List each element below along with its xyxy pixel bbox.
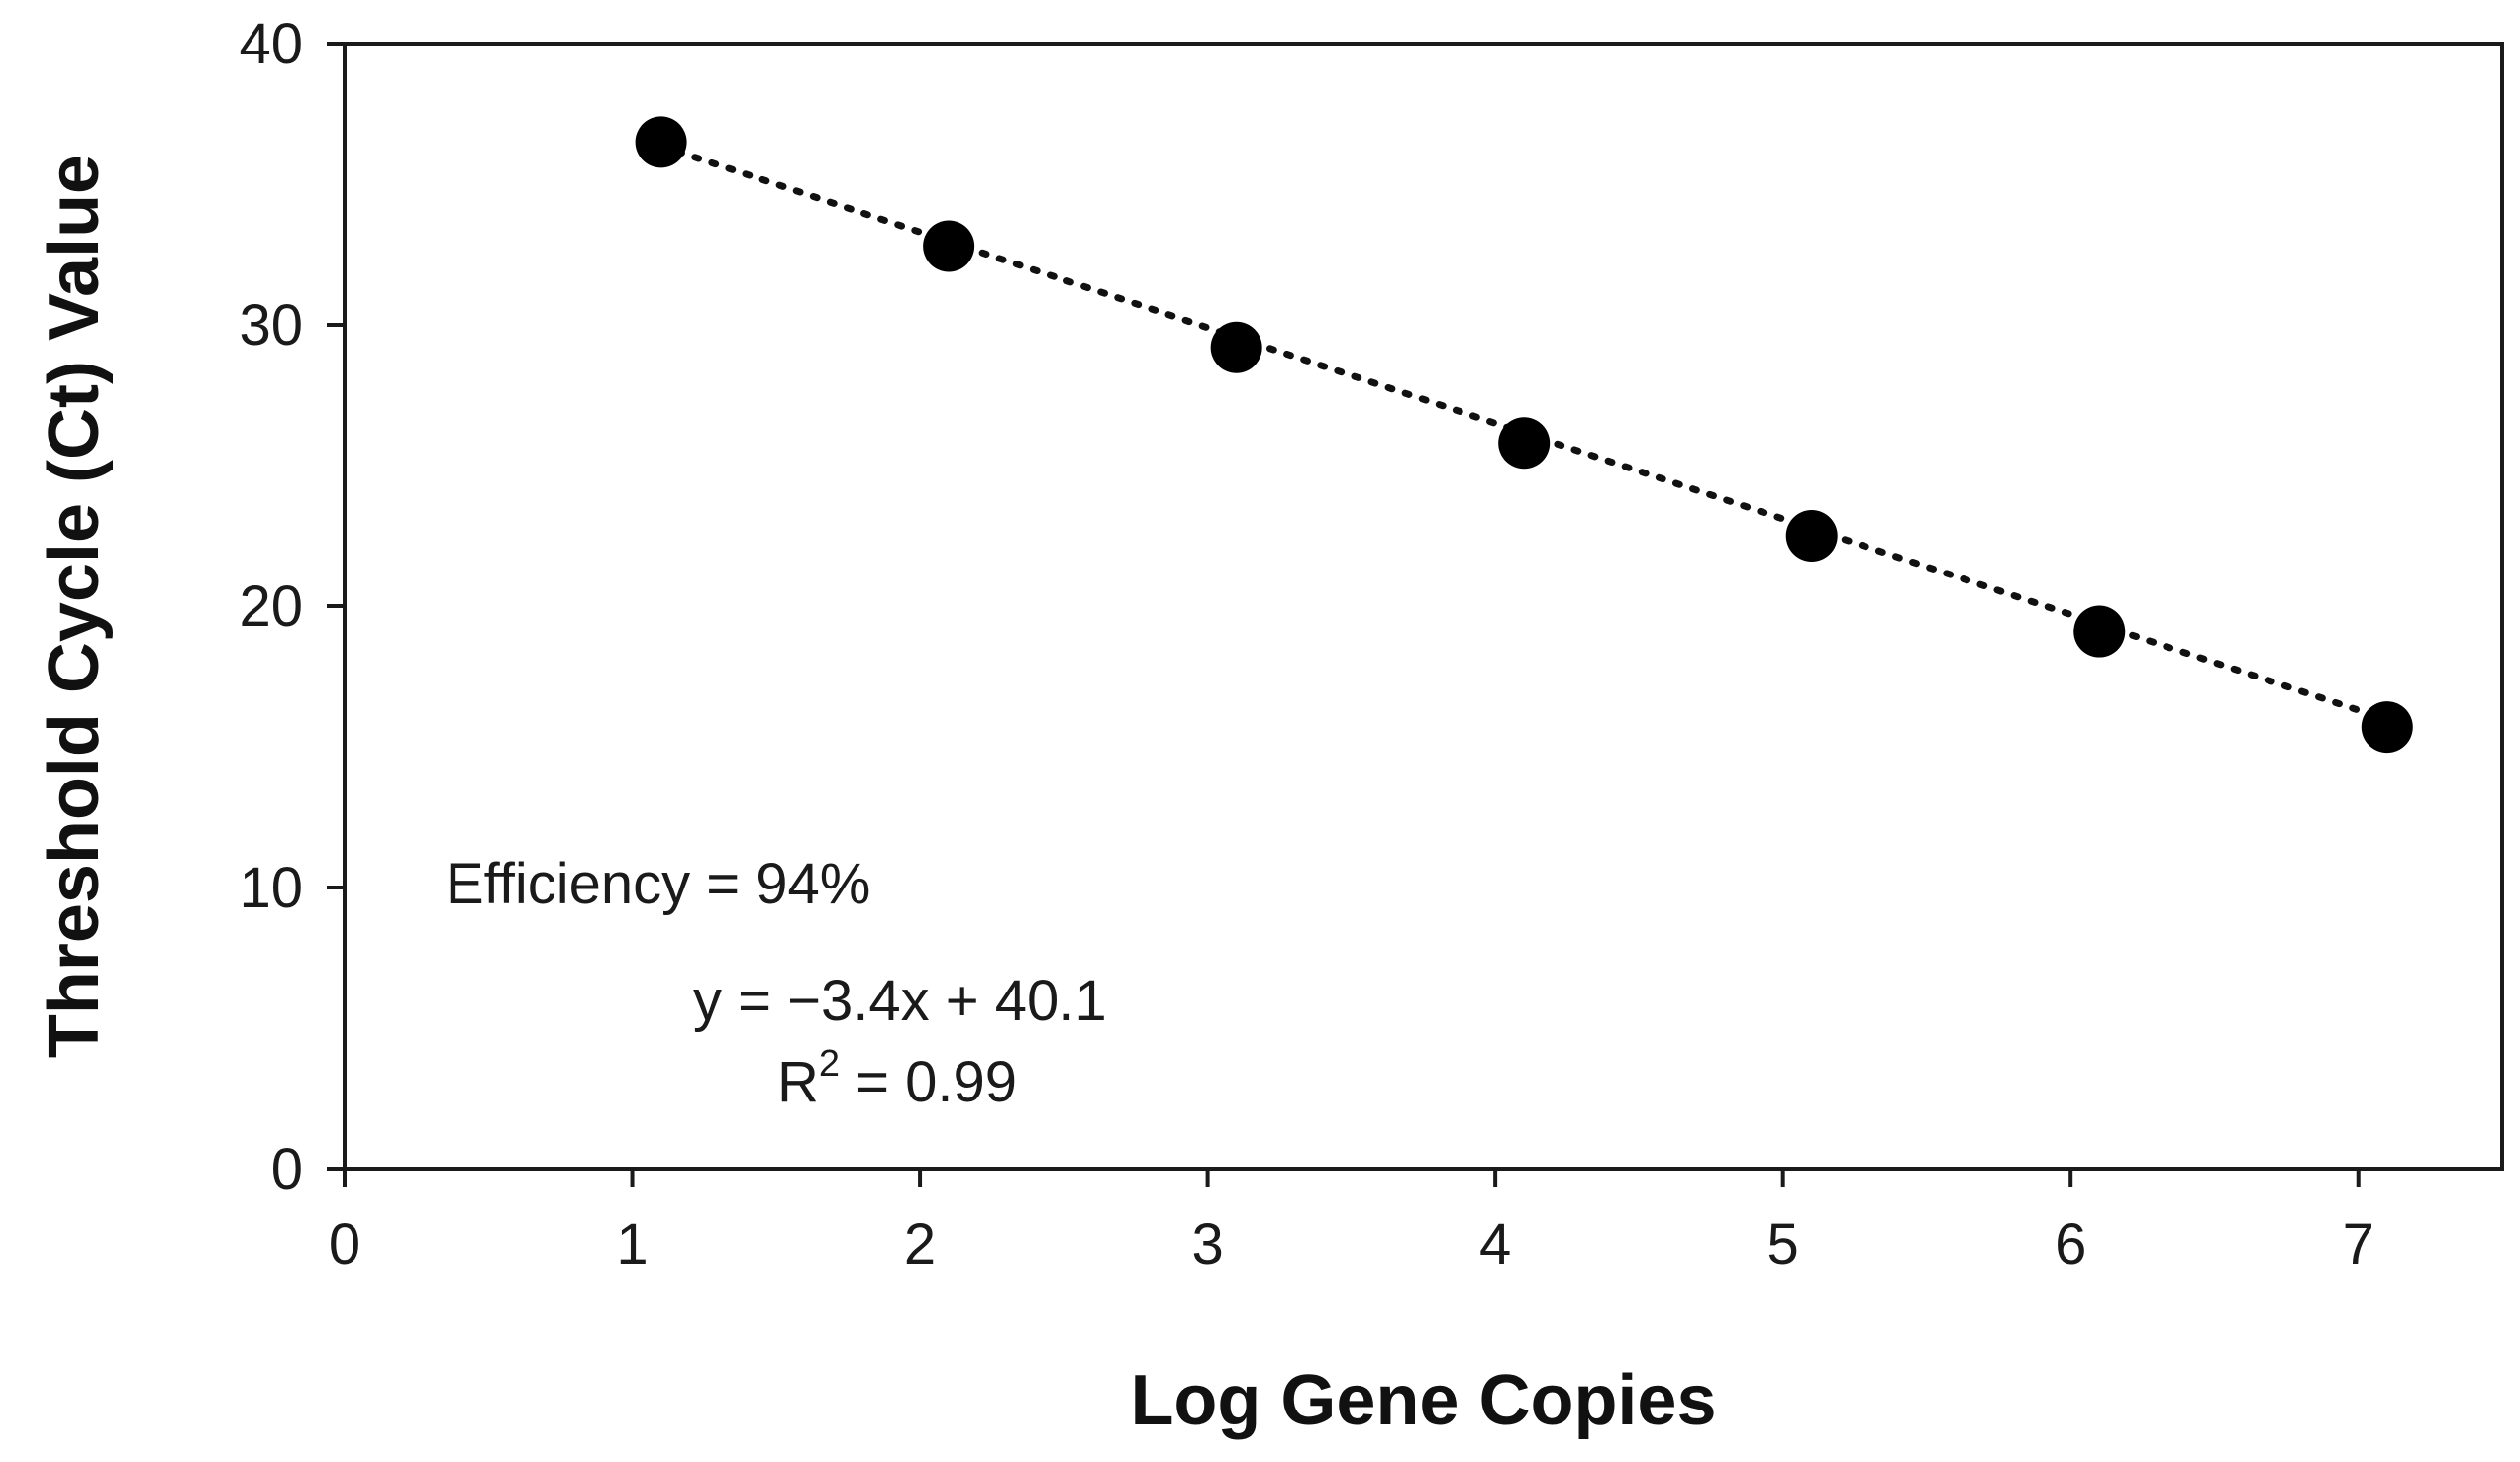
plot-area bbox=[343, 42, 2504, 1171]
equation-annotation: y = −3.4x + 40.1 bbox=[693, 969, 1107, 1033]
r-squared-superscript: 2 bbox=[819, 1043, 840, 1085]
x-tick-label: 0 bbox=[329, 1212, 360, 1277]
x-axis-title: Log Gene Copies bbox=[1130, 1361, 1716, 1440]
data-point bbox=[1785, 510, 1838, 562]
x-tick-label: 3 bbox=[1191, 1212, 1223, 1277]
y-tick-label: 30 bbox=[239, 293, 303, 358]
x-tick-label: 7 bbox=[2343, 1212, 2374, 1277]
r-squared-prefix: R bbox=[777, 1050, 819, 1114]
x-tick-label: 4 bbox=[1479, 1212, 1511, 1277]
x-tick-label: 6 bbox=[2055, 1212, 2086, 1277]
y-tick-label: 10 bbox=[239, 856, 303, 920]
data-points bbox=[635, 116, 2413, 754]
efficiency-annotation: Efficiency = 94% bbox=[446, 852, 870, 916]
plot-frame bbox=[343, 42, 2504, 1171]
y-tick-label: 20 bbox=[239, 574, 303, 639]
axis-ticks: 0 1 2 3 4 5 6 7 0 10 20 30 40 bbox=[239, 12, 2373, 1277]
y-tick-label: 40 bbox=[239, 12, 303, 76]
data-point bbox=[1498, 417, 1551, 470]
data-point bbox=[635, 116, 687, 168]
x-tick-label: 1 bbox=[616, 1212, 648, 1277]
x-tick-label: 5 bbox=[1767, 1212, 1799, 1277]
r-squared-annotation: R2 = 0.99 bbox=[777, 1043, 1017, 1114]
x-tick-label: 2 bbox=[904, 1212, 936, 1277]
y-tick-label: 0 bbox=[271, 1137, 303, 1201]
r-squared-value: = 0.99 bbox=[840, 1050, 1017, 1114]
y-axis-title: Threshold Cycle (Ct) Value bbox=[35, 155, 114, 1058]
data-point bbox=[2073, 605, 2126, 658]
data-point bbox=[2361, 701, 2413, 754]
data-point bbox=[1210, 321, 1262, 373]
data-point bbox=[923, 220, 975, 272]
